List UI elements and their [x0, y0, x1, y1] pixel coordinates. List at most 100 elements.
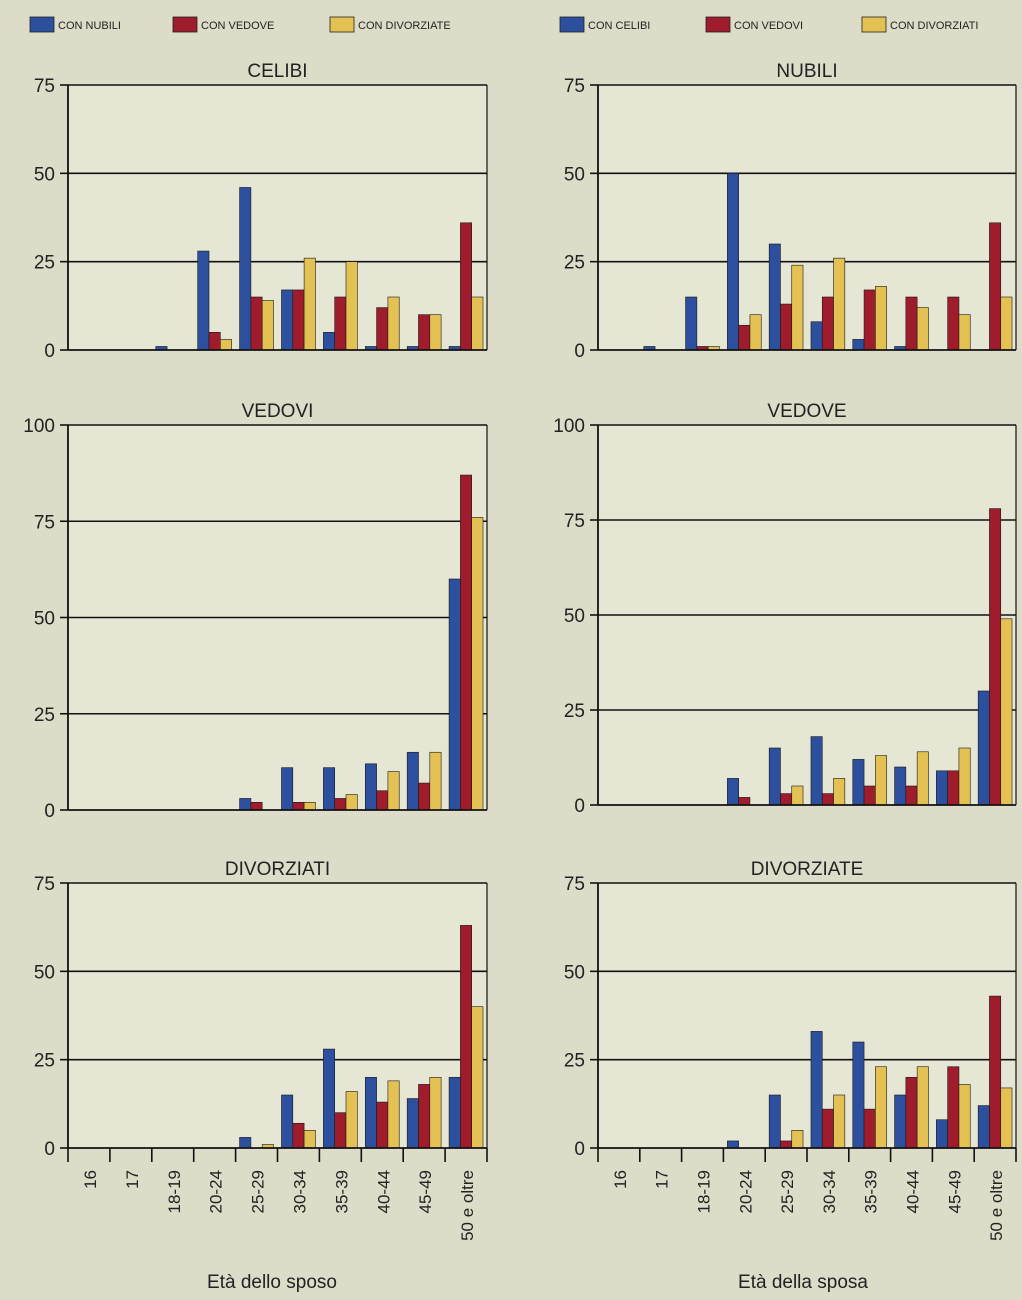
plot-area: [598, 85, 1016, 350]
bar: [406, 1098, 419, 1149]
bar: [905, 1077, 918, 1149]
x-tick-label: 40-44: [374, 1170, 393, 1213]
y-tick-label: 0: [44, 1139, 55, 1160]
bar: [947, 770, 960, 806]
bar: [905, 785, 918, 806]
y-tick-label: 0: [574, 1139, 585, 1160]
legend-right: CON CELIBI CON VEDOVI CON DIVORZIATI: [559, 16, 978, 33]
y-tick-label: 75: [564, 511, 585, 532]
bar: [239, 187, 252, 351]
bar: [863, 785, 876, 806]
bar: [875, 286, 887, 351]
bar: [1000, 296, 1013, 351]
legend-swatch-blue: [559, 16, 585, 33]
panel-title: DIVORZIATI: [225, 859, 330, 880]
legend-label: CON DIVORZIATI: [890, 20, 978, 32]
x-tick-label: 16: [611, 1170, 630, 1189]
chart-panels: 0 25 50 75 CELIBI 0 25 50 75 NUBILI 0 25 50 75 100 VEDO…: [23, 61, 1017, 1241]
bar: [345, 1091, 358, 1149]
bar: [727, 173, 739, 351]
bar: [916, 1066, 929, 1149]
bar: [197, 250, 210, 351]
bar: [958, 314, 971, 351]
plot-area: [598, 883, 1016, 1148]
x-tick-label: 18-19: [695, 1170, 714, 1213]
bar: [905, 296, 918, 351]
bar: [1000, 618, 1013, 806]
y-tick-label: 75: [34, 874, 55, 895]
bar: [936, 770, 948, 806]
bar: [863, 289, 876, 351]
bar: [345, 794, 358, 811]
x-axis-label-right: Età della sposa: [738, 1272, 868, 1293]
x-tick-label: 25-29: [778, 1170, 797, 1213]
chart-panel: 0 25 50 75 CELIBI: [34, 61, 488, 362]
x-tick-label: 45-49: [945, 1170, 964, 1213]
bar: [833, 778, 846, 806]
bar: [208, 332, 221, 351]
chart-panel: 0 25 50 75 100 VEDOVI: [23, 401, 488, 822]
x-axis-label-left: Età dello sposo: [207, 1272, 337, 1293]
bar: [418, 314, 431, 351]
bar: [323, 332, 335, 351]
x-tick-label: 40-44: [904, 1170, 923, 1213]
bar: [429, 314, 442, 351]
bar: [749, 314, 762, 351]
x-tick-label: 30-34: [290, 1170, 309, 1213]
bar: [303, 801, 316, 811]
bar: [376, 307, 389, 351]
bar: [821, 793, 834, 806]
bar: [791, 264, 804, 351]
bar: [833, 257, 846, 351]
y-tick-label: 0: [44, 341, 55, 362]
bar: [916, 751, 929, 806]
bar: [863, 1108, 876, 1149]
bar: [292, 801, 305, 811]
bar: [239, 798, 252, 811]
bar: [376, 1101, 389, 1149]
bar: [281, 289, 294, 351]
bar: [281, 1094, 294, 1149]
bar: [875, 1066, 887, 1149]
y-tick-label: 100: [553, 416, 585, 437]
bar: [780, 1140, 793, 1149]
bar: [727, 778, 739, 806]
y-tick-label: 0: [44, 801, 55, 822]
bar: [323, 767, 335, 811]
bar: [460, 474, 473, 811]
y-tick-label: 50: [34, 164, 55, 185]
bar: [727, 1140, 739, 1149]
bar: [292, 1122, 305, 1149]
x-tick-label: 25-29: [249, 1170, 268, 1213]
y-tick-label: 50: [564, 606, 585, 627]
x-tick-label: 35-39: [332, 1170, 351, 1213]
bar: [875, 755, 887, 806]
bar: [958, 1084, 971, 1149]
bar: [894, 766, 907, 806]
bar: [448, 1077, 461, 1149]
bar: [810, 736, 823, 806]
legend-label: CON CELIBI: [588, 20, 650, 32]
bar: [768, 747, 781, 806]
bar: [810, 1031, 823, 1149]
panel-title: VEDOVE: [767, 401, 846, 422]
bar: [738, 324, 751, 351]
bar: [334, 1112, 347, 1149]
panel-title: VEDOVI: [242, 401, 314, 422]
bar: [947, 1066, 960, 1149]
bar: [334, 296, 347, 351]
bar: [387, 1080, 400, 1149]
bar: [239, 1137, 252, 1149]
bar: [387, 771, 400, 811]
bar: [916, 307, 929, 351]
bar: [780, 793, 793, 806]
y-tick-label: 75: [34, 512, 55, 533]
bar: [852, 759, 865, 806]
bar: [989, 222, 1002, 351]
y-tick-label: 50: [564, 164, 585, 185]
x-tick-label: 50 e oltre: [987, 1170, 1006, 1241]
chart-panel: 0 25 50 75 NUBILI: [564, 61, 1017, 362]
bar: [958, 747, 971, 806]
legend-swatch-yellow: [329, 16, 355, 33]
